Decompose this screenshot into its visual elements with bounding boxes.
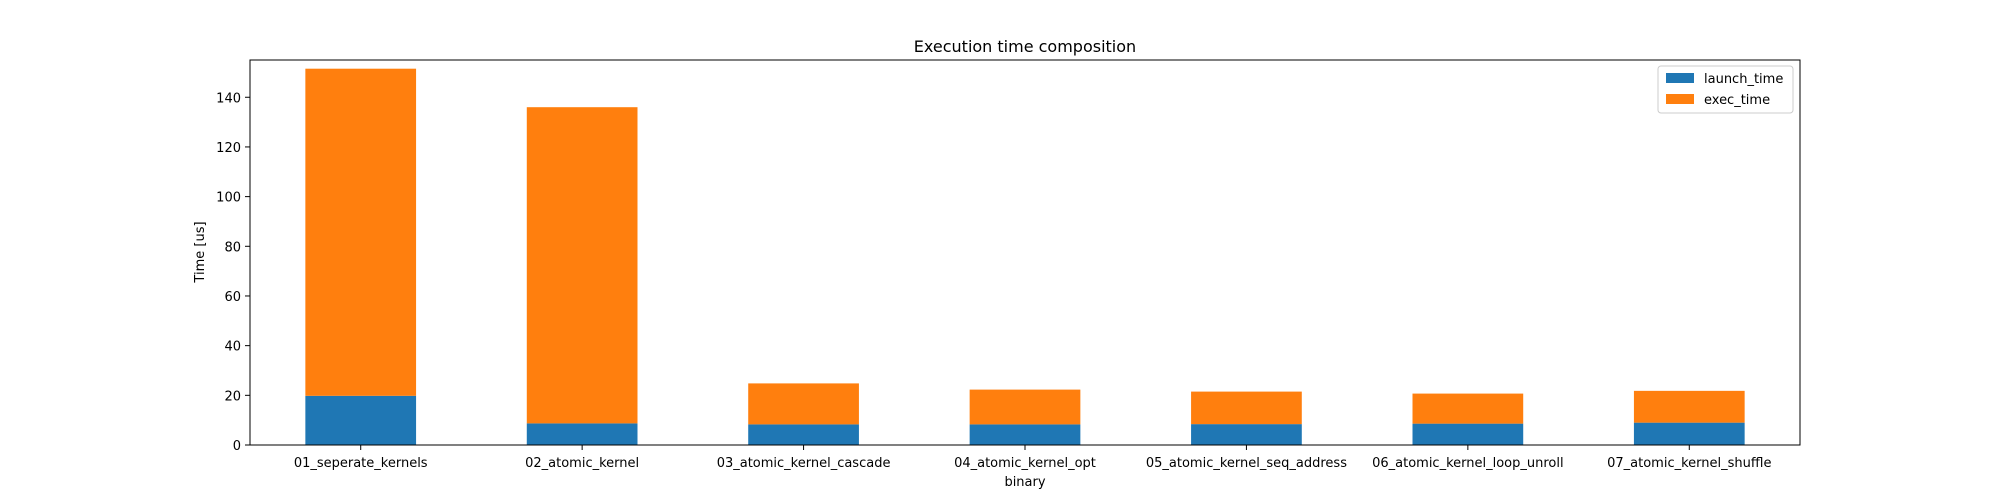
bar-exec-time-06-atomic-kernel-loop-unroll — [1412, 393, 1524, 424]
bar-launch-time-07-atomic-kernel-shuffle — [1633, 422, 1745, 445]
legend-swatch-launch-time — [1666, 73, 1694, 83]
bar-launch-time-02-atomic-kernel — [526, 423, 638, 445]
y-tick-label: 20 — [224, 389, 241, 404]
x-tick-label: 01_seperate_kernels — [294, 456, 428, 471]
bar-exec-time-01-seperate-kernels — [305, 68, 417, 396]
y-tick-label: 0 — [233, 439, 241, 454]
bar-exec-time-02-atomic-kernel — [526, 107, 638, 424]
bar-exec-time-03-atomic-kernel-cascade — [748, 383, 859, 425]
bar-launch-time-06-atomic-kernel-loop-unroll — [1412, 423, 1524, 445]
x-tick-label: 07_atomic_kernel_shuffle — [1607, 456, 1771, 471]
y-tick-label: 140 — [216, 91, 241, 106]
bar-exec-time-05-atomic-kernel-seq-address — [1191, 391, 1302, 425]
y-tick-label: 120 — [216, 141, 241, 156]
legend-label-launch-time: launch_time — [1704, 72, 1783, 87]
legend: launch_time exec_time — [1657, 65, 1794, 114]
bars-layer — [305, 68, 1745, 445]
bar-launch-time-05-atomic-kernel-seq-address — [1191, 424, 1302, 445]
plot-frame — [249, 59, 1801, 446]
legend-swatch-exec-time — [1666, 94, 1694, 104]
y-tick-label: 80 — [224, 240, 241, 255]
x-tick-label: 02_atomic_kernel — [525, 456, 639, 471]
x-tick-label: 06_atomic_kernel_loop_unroll — [1372, 456, 1564, 471]
y-tick-label: 40 — [224, 340, 241, 355]
x-tick-label: 05_atomic_kernel_seq_address — [1146, 456, 1347, 471]
chart-title: Execution time composition — [914, 37, 1136, 56]
x-tick-label: 03_atomic_kernel_cascade — [717, 456, 891, 471]
bar-launch-time-04-atomic-kernel-opt — [969, 424, 1081, 445]
x-ticks-layer: 01_seperate_kernels 02_atomic_kernel 03_at… — [294, 445, 1771, 471]
y-axis-label: Time [us] — [193, 221, 208, 283]
bar-launch-time-01-seperate-kernels — [305, 395, 417, 445]
legend-label-exec-time: exec_time — [1704, 93, 1770, 108]
x-axis-label: binary — [1004, 475, 1045, 490]
plot-area — [250, 60, 1800, 445]
bar-exec-time-04-atomic-kernel-opt — [969, 389, 1081, 425]
y-tick-label: 100 — [216, 191, 241, 206]
x-tick-label: 04_atomic_kernel_opt — [954, 456, 1096, 471]
bar-launch-time-03-atomic-kernel-cascade — [748, 424, 859, 445]
y-ticks-layer: 0 20 40 60 80 100 120 140 — [216, 91, 250, 454]
bar-exec-time-07-atomic-kernel-shuffle — [1633, 390, 1745, 423]
y-tick-label: 60 — [224, 290, 241, 305]
